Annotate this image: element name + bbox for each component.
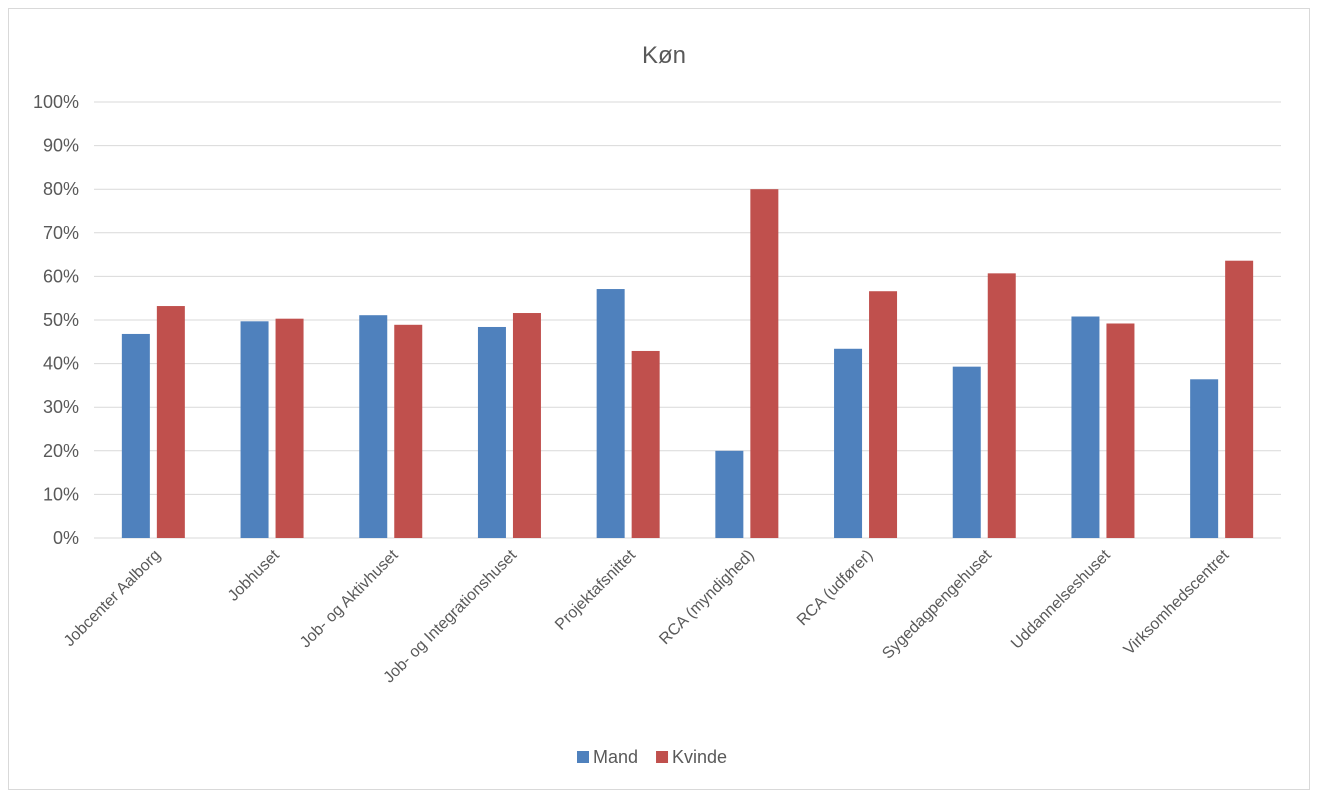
y-tick-label: 100% (33, 92, 79, 112)
x-tick-label: RCA (myndighed) (656, 547, 757, 648)
gridlines (94, 101, 1281, 539)
y-tick-label: 30% (43, 397, 79, 417)
bar-mand-9 (1071, 316, 1100, 538)
x-tick-label: Virksomhedscentret (1121, 546, 1233, 658)
y-tick-label: 70% (43, 223, 79, 243)
x-tick-label: Sygedagpengehuset (879, 546, 995, 662)
bar-kvinde-7 (869, 291, 898, 538)
y-axis-ticks: 0% 10% 20% 30% 40% 50% 60% 70% 80% 90% 100% (33, 92, 79, 548)
bar-mand-6 (715, 450, 744, 538)
legend-swatch-mand (577, 751, 589, 763)
bar-kvinde-3 (394, 324, 423, 538)
bar-kvinde-9 (1106, 323, 1135, 538)
bar-mand-5 (596, 289, 625, 538)
bar-mand-3 (359, 315, 388, 538)
x-tick-label: Jobhuset (225, 546, 283, 604)
bar-kvinde-8 (987, 273, 1016, 538)
y-tick-label: 40% (43, 354, 79, 374)
bar-kvinde-6 (750, 189, 779, 538)
y-tick-label: 50% (43, 310, 79, 330)
bar-kvinde-2 (275, 318, 304, 538)
legend-label-mand: Mand (593, 747, 638, 767)
bar-mand-8 (952, 366, 981, 538)
bar-chart: 0% 10% 20% 30% 40% 50% 60% 70% 80% 90% 100% Jobcen… (33, 42, 1281, 767)
x-tick-label: Jobcenter Aalborg (61, 547, 164, 650)
x-tick-label: Job- og Aktivhuset (297, 546, 402, 651)
x-tick-label: Projektafsnittet (552, 546, 639, 633)
x-tick-label: Uddannelseshuset (1008, 546, 1114, 652)
bar-mand-7 (834, 348, 863, 538)
bar-kvinde-5 (631, 350, 660, 538)
x-axis-ticks: Jobcenter Aalborg Jobhuset Job- og Aktivhu… (61, 546, 1233, 686)
bar-mand-4 (477, 326, 506, 538)
bars (121, 189, 1254, 538)
bar-kvinde-1 (156, 306, 185, 538)
y-tick-label: 80% (43, 179, 79, 199)
x-tick-label: Job- og Integrationshuset (381, 546, 521, 686)
legend: Mand Kvinde (577, 747, 727, 767)
x-tick-label: RCA (udfører) (794, 547, 876, 629)
bar-mand-10 (1190, 379, 1219, 538)
chart-title: Køn (642, 42, 686, 69)
bar-kvinde-4 (512, 313, 541, 538)
y-tick-label: 0% (53, 528, 79, 548)
y-tick-label: 10% (43, 484, 79, 504)
bar-mand-1 (121, 333, 150, 538)
y-tick-label: 90% (43, 136, 79, 156)
y-tick-label: 60% (43, 266, 79, 286)
bar-mand-2 (240, 321, 269, 538)
bar-kvinde-10 (1225, 260, 1254, 538)
y-tick-label: 20% (43, 441, 79, 461)
legend-swatch-kvinde (656, 751, 669, 763)
chart-container: 0% 10% 20% 30% 40% 50% 60% 70% 80% 90% 100% Jobcen… (8, 8, 1310, 790)
legend-label-kvinde: Kvinde (672, 747, 727, 767)
